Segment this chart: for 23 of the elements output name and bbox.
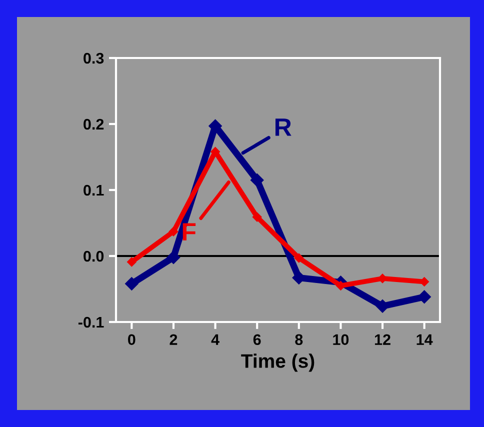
- x-tick-label: 12: [374, 334, 390, 345]
- point: [250, 174, 264, 187]
- x-tick-label: 10: [333, 334, 349, 346]
- x-tick-label: 0: [128, 334, 136, 346]
- point: [294, 253, 304, 263]
- series-label: R: [275, 118, 292, 136]
- x-tick-label: 14: [416, 334, 433, 345]
- x-axis-title: Time (s): [241, 354, 314, 372]
- point: [418, 290, 431, 304]
- point: [168, 226, 178, 236]
- x-tick-label: 6: [253, 334, 261, 346]
- y-tick-label: 0.2: [84, 118, 104, 130]
- x-tick-label: 4: [211, 334, 220, 345]
- y-tick-label: 0.3: [84, 52, 104, 64]
- point: [125, 277, 138, 290]
- x-tick-label: 2: [170, 334, 178, 345]
- point: [166, 250, 180, 264]
- x-tick-label: 8: [295, 334, 303, 346]
- point: [252, 212, 262, 222]
- y-tick-label: -0.1: [78, 316, 104, 328]
- y-tick-label: 0.1: [84, 184, 104, 196]
- point: [127, 257, 136, 267]
- y-tick-label: 0.0: [84, 250, 104, 262]
